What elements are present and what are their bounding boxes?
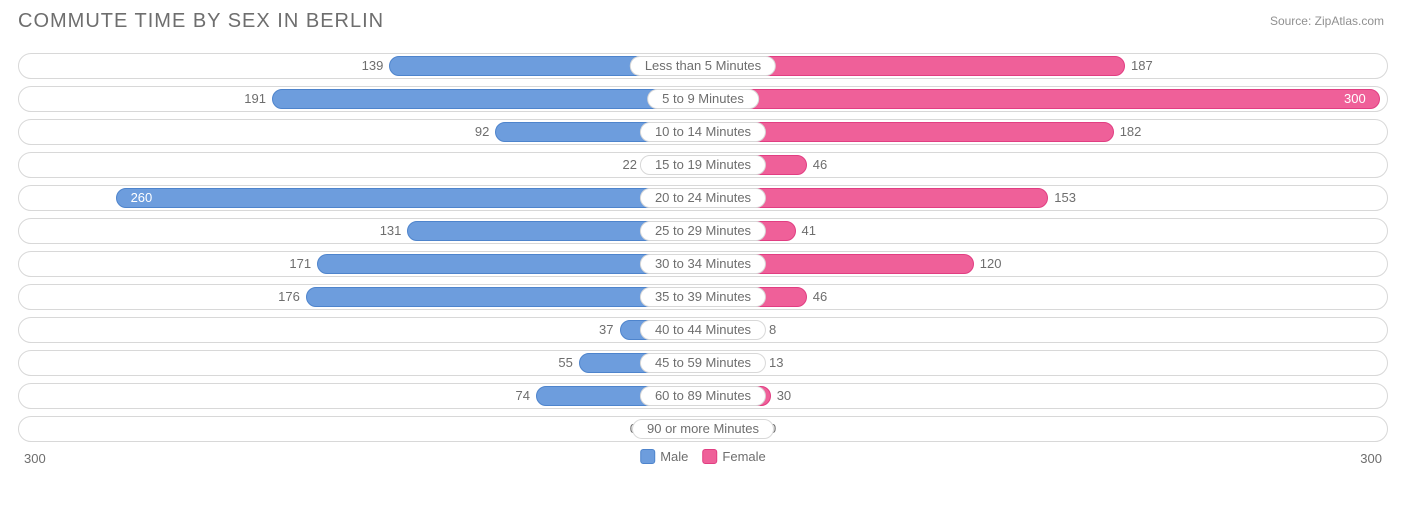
category-label: 5 to 9 Minutes bbox=[647, 89, 759, 109]
value-female: 187 bbox=[1131, 58, 1153, 73]
chart-title: COMMUTE TIME BY SEX IN BERLIN bbox=[18, 10, 1388, 33]
legend: Male Female bbox=[640, 449, 766, 464]
legend-item-female: Female bbox=[702, 449, 765, 464]
legend-label-male: Male bbox=[660, 449, 688, 464]
bar-row: 191 300 5 to 9 Minutes bbox=[18, 86, 1388, 112]
bar-row: 139 187 Less than 5 Minutes bbox=[18, 53, 1388, 79]
chart-footer: 300 Male Female 300 bbox=[18, 449, 1388, 473]
value-male: 260 bbox=[131, 190, 153, 205]
value-male: 176 bbox=[278, 289, 300, 304]
value-female: 30 bbox=[777, 388, 791, 403]
bar-row: 37 840 to 44 Minutes bbox=[18, 317, 1388, 343]
axis-max-left: 300 bbox=[24, 451, 46, 466]
value-female: 13 bbox=[769, 355, 783, 370]
legend-swatch-male bbox=[640, 449, 655, 464]
value-male: 191 bbox=[244, 91, 266, 106]
category-label: 25 to 29 Minutes bbox=[640, 221, 766, 241]
value-male: 22 bbox=[623, 157, 637, 172]
legend-swatch-female bbox=[702, 449, 717, 464]
category-label: 90 or more Minutes bbox=[632, 419, 774, 439]
bar-row: 171 120 30 to 34 Minutes bbox=[18, 251, 1388, 277]
value-male: 171 bbox=[289, 256, 311, 271]
source-attribution: Source: ZipAtlas.com bbox=[1270, 14, 1384, 28]
value-male: 131 bbox=[380, 223, 402, 238]
category-label: 20 to 24 Minutes bbox=[640, 188, 766, 208]
bar-male bbox=[116, 188, 703, 208]
value-male: 55 bbox=[558, 355, 572, 370]
category-label: 40 to 44 Minutes bbox=[640, 320, 766, 340]
value-male: 74 bbox=[516, 388, 530, 403]
category-label: 45 to 59 Minutes bbox=[640, 353, 766, 373]
bar-row: 55 1345 to 59 Minutes bbox=[18, 350, 1388, 376]
value-female: 153 bbox=[1054, 190, 1076, 205]
category-label: Less than 5 Minutes bbox=[630, 56, 776, 76]
value-female: 8 bbox=[769, 322, 776, 337]
bar-row: 131 41 25 to 29 Minutes bbox=[18, 218, 1388, 244]
value-male: 92 bbox=[475, 124, 489, 139]
legend-label-female: Female bbox=[722, 449, 765, 464]
category-label: 10 to 14 Minutes bbox=[640, 122, 766, 142]
bar-row: 74 30 60 to 89 Minutes bbox=[18, 383, 1388, 409]
value-male: 37 bbox=[599, 322, 613, 337]
value-female: 182 bbox=[1120, 124, 1142, 139]
category-label: 15 to 19 Minutes bbox=[640, 155, 766, 175]
category-label: 60 to 89 Minutes bbox=[640, 386, 766, 406]
bar-row: 0090 or more Minutes bbox=[18, 416, 1388, 442]
value-female: 300 bbox=[1344, 91, 1366, 106]
category-label: 30 to 34 Minutes bbox=[640, 254, 766, 274]
axis-max-right: 300 bbox=[1360, 451, 1382, 466]
diverging-bar-chart: 139 187 Less than 5 Minutes 191 300 5 to 9 Mi… bbox=[18, 53, 1388, 442]
bar-row: 22 46 15 to 19 Minutes bbox=[18, 152, 1388, 178]
bar-male bbox=[272, 89, 703, 109]
legend-item-male: Male bbox=[640, 449, 688, 464]
value-female: 41 bbox=[802, 223, 816, 238]
value-female: 46 bbox=[813, 289, 827, 304]
value-female: 120 bbox=[980, 256, 1002, 271]
bar-row: 260 153 20 to 24 Minutes bbox=[18, 185, 1388, 211]
bar-female bbox=[703, 89, 1380, 109]
value-male: 139 bbox=[362, 58, 384, 73]
value-female: 46 bbox=[813, 157, 827, 172]
bar-row: 176 46 35 to 39 Minutes bbox=[18, 284, 1388, 310]
category-label: 35 to 39 Minutes bbox=[640, 287, 766, 307]
bar-row: 92 182 10 to 14 Minutes bbox=[18, 119, 1388, 145]
